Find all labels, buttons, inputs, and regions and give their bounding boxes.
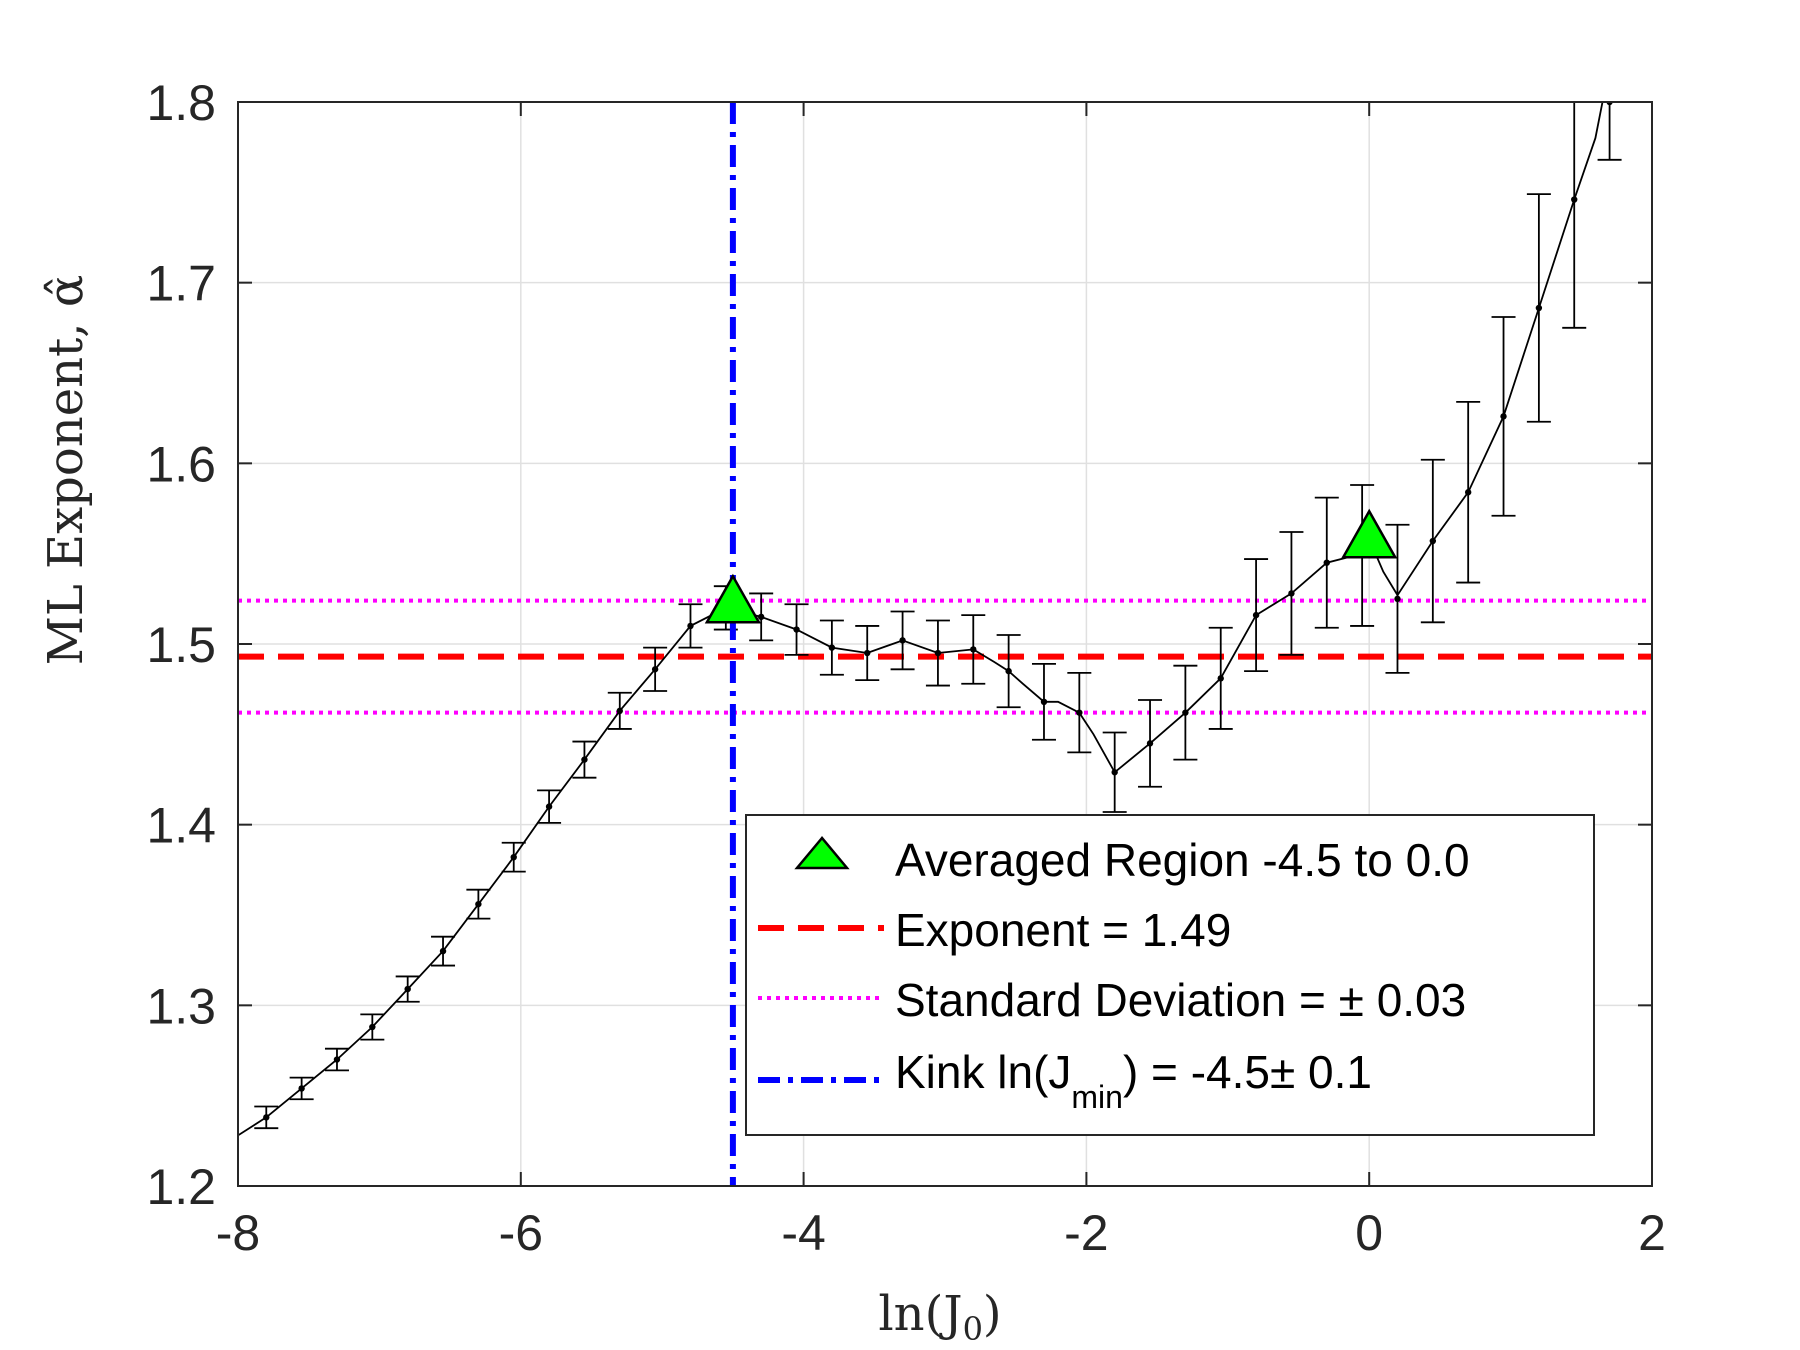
- y-tick-label: 1.7: [146, 256, 216, 312]
- data-point: [581, 756, 588, 763]
- legend-label-exponent: Exponent = 1.49: [895, 904, 1231, 956]
- legend-label-kink-pre: Kink ln(J: [895, 1046, 1071, 1098]
- data-point: [1500, 413, 1507, 420]
- data-point: [1571, 196, 1578, 203]
- averaged-region-marker: [704, 573, 762, 624]
- data-point: [545, 803, 553, 810]
- x-axis-title: ln(J0): [878, 1286, 1001, 1348]
- y-tick-label: 1.4: [146, 798, 216, 854]
- x-tick-label: -6: [499, 1205, 543, 1261]
- legend-label-kink: Kink ln(Jmin) = -4.5± 0.1: [895, 1046, 1372, 1115]
- legend: Averaged Region -4.5 to 0.0 Exponent = 1…: [745, 814, 1595, 1136]
- data-point: [970, 646, 977, 653]
- data-point: [1323, 559, 1330, 566]
- data-point: [1394, 595, 1401, 603]
- x-tick-label: -2: [1064, 1205, 1108, 1261]
- data-point: [1111, 769, 1118, 776]
- data-point: [475, 900, 482, 908]
- y-axis-title: ML Exponent, α̂: [38, 275, 94, 665]
- y-tick-label: 1.5: [146, 617, 216, 673]
- legend-label-kink-post: ) = -4.5± 0.1: [1123, 1046, 1372, 1098]
- y-tick-label: 1.8: [146, 75, 216, 131]
- x-axis-title-main: ln(J: [878, 1286, 962, 1342]
- data-point: [1182, 709, 1189, 716]
- data-point: [934, 649, 942, 657]
- data-point: [1535, 304, 1543, 312]
- data-point: [333, 1056, 341, 1063]
- data-point: [793, 626, 800, 633]
- data-point: [1464, 489, 1472, 496]
- data-point: [899, 637, 906, 644]
- x-axis-title-close: ): [983, 1286, 1002, 1342]
- data-point: [1429, 537, 1437, 545]
- legend-marker-triangle-icon: [794, 836, 850, 870]
- data-point: [864, 649, 871, 657]
- x-tick-label: 0: [1355, 1205, 1383, 1261]
- legend-box: [745, 814, 1595, 1136]
- data-point: [1040, 698, 1048, 706]
- data-point: [298, 1085, 305, 1092]
- data-point: [1288, 590, 1295, 597]
- data-point: [439, 947, 447, 955]
- data-point: [651, 666, 659, 673]
- data-point: [404, 985, 411, 993]
- legend-label-kink-sub: min: [1071, 1079, 1123, 1115]
- data-point: [1076, 709, 1083, 716]
- data-point: [616, 707, 623, 715]
- x-tick-label: 2: [1638, 1205, 1666, 1261]
- x-tick-label: -8: [216, 1205, 260, 1261]
- data-point: [1252, 611, 1260, 619]
- data-point: [828, 644, 836, 651]
- averaged-region-marker: [1341, 508, 1398, 559]
- ticks: -8 -6 -4 -2 0 2 1.2 1.3 1.4 1.5 1.6 1.7 1.8: [146, 75, 1665, 1261]
- data-point: [757, 613, 765, 621]
- data-point: [369, 1023, 376, 1031]
- y-tick-label: 1.6: [146, 436, 216, 492]
- y-tick-label: 1.3: [146, 978, 216, 1034]
- y-tick-label: 1.2: [146, 1159, 216, 1215]
- x-tick-label: -4: [781, 1205, 825, 1261]
- data-point: [1146, 740, 1154, 747]
- plot-lines: [238, 102, 1652, 1186]
- x-axis-title-sub: 0: [963, 1310, 983, 1348]
- data-point: [1217, 675, 1224, 682]
- legend-label-std: Standard Deviation = ± 0.03: [895, 974, 1466, 1026]
- data-point: [687, 622, 694, 630]
- data-point: [510, 853, 517, 861]
- data-point: [1005, 667, 1012, 675]
- data-point: [263, 1114, 270, 1121]
- legend-label-averaged-region: Averaged Region -4.5 to 0.0: [895, 834, 1470, 886]
